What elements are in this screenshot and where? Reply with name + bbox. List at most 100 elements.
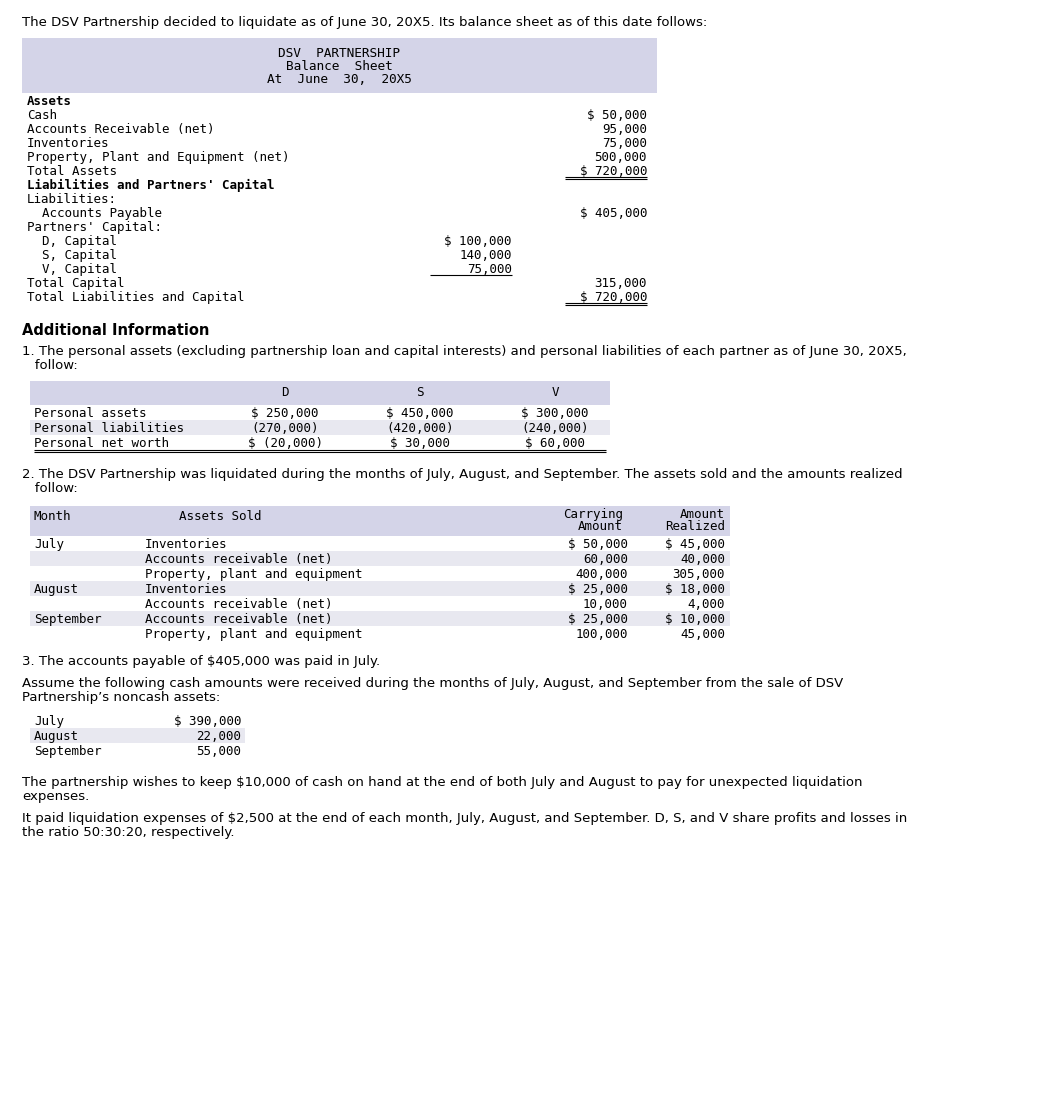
Text: 75,000: 75,000 bbox=[467, 263, 512, 276]
Text: $ 45,000: $ 45,000 bbox=[665, 538, 725, 551]
Text: July: July bbox=[34, 715, 64, 728]
Text: Accounts Receivable (net): Accounts Receivable (net) bbox=[27, 123, 214, 137]
Text: Assume the following cash amounts were received during the months of July, Augus: Assume the following cash amounts were r… bbox=[22, 677, 844, 690]
Text: 95,000: 95,000 bbox=[602, 123, 647, 137]
Text: 75,000: 75,000 bbox=[602, 137, 647, 150]
Text: 2. The DSV Partnership was liquidated during the months of July, August, and Sep: 2. The DSV Partnership was liquidated du… bbox=[22, 468, 903, 481]
Bar bbox=[30, 728, 245, 743]
Text: $ 30,000: $ 30,000 bbox=[390, 437, 450, 450]
Text: DSV  PARTNERSHIP: DSV PARTNERSHIP bbox=[279, 47, 400, 60]
Text: Liabilities:: Liabilities: bbox=[27, 193, 117, 206]
Text: $ 50,000: $ 50,000 bbox=[587, 109, 647, 122]
Text: (240,000): (240,000) bbox=[522, 422, 589, 435]
Text: 400,000: 400,000 bbox=[576, 568, 628, 581]
Text: Accounts receivable (net): Accounts receivable (net) bbox=[145, 598, 333, 611]
Text: 22,000: 22,000 bbox=[196, 730, 241, 743]
Bar bbox=[30, 506, 730, 536]
Text: 60,000: 60,000 bbox=[583, 553, 628, 566]
Text: Additional Information: Additional Information bbox=[22, 323, 209, 339]
Text: S: S bbox=[416, 386, 423, 398]
Text: $ 300,000: $ 300,000 bbox=[522, 407, 589, 420]
Text: $ 60,000: $ 60,000 bbox=[525, 437, 585, 450]
Text: V: V bbox=[551, 386, 559, 398]
Text: V, Capital: V, Capital bbox=[27, 263, 117, 276]
Text: 45,000: 45,000 bbox=[680, 628, 725, 640]
Text: expenses.: expenses. bbox=[22, 790, 90, 803]
Text: Assets Sold: Assets Sold bbox=[178, 509, 261, 523]
Text: $ 720,000: $ 720,000 bbox=[580, 291, 647, 304]
Text: Cash: Cash bbox=[27, 109, 57, 122]
Text: 315,000: 315,000 bbox=[595, 278, 647, 290]
Text: $ 250,000: $ 250,000 bbox=[251, 407, 319, 420]
Text: (270,000): (270,000) bbox=[251, 422, 319, 435]
Bar bbox=[30, 420, 610, 435]
Text: Accounts Payable: Accounts Payable bbox=[27, 206, 162, 220]
Text: 140,000: 140,000 bbox=[459, 249, 512, 262]
Text: August: August bbox=[34, 583, 79, 596]
Text: The partnership wishes to keep $10,000 of cash on hand at the end of both July a: The partnership wishes to keep $10,000 o… bbox=[22, 776, 863, 789]
Text: $ 18,000: $ 18,000 bbox=[665, 583, 725, 596]
Text: Property, plant and equipment: Property, plant and equipment bbox=[145, 568, 362, 581]
Text: the ratio 50:30:20, respectively.: the ratio 50:30:20, respectively. bbox=[22, 826, 234, 839]
Text: D, Capital: D, Capital bbox=[27, 235, 117, 248]
Text: It paid liquidation expenses of $2,500 at the end of each month, July, August, a: It paid liquidation expenses of $2,500 a… bbox=[22, 813, 907, 825]
Text: Assets: Assets bbox=[27, 95, 72, 108]
Text: $ 720,000: $ 720,000 bbox=[580, 165, 647, 178]
Text: follow:: follow: bbox=[22, 482, 78, 495]
Text: September: September bbox=[34, 613, 101, 626]
Bar bbox=[30, 581, 730, 596]
Text: 40,000: 40,000 bbox=[680, 553, 725, 566]
Text: Inventories: Inventories bbox=[145, 583, 227, 596]
Text: 3. The accounts payable of $405,000 was paid in July.: 3. The accounts payable of $405,000 was … bbox=[22, 655, 380, 668]
Text: September: September bbox=[34, 745, 101, 758]
Text: Personal net worth: Personal net worth bbox=[34, 437, 169, 450]
Text: Month: Month bbox=[34, 509, 72, 523]
Text: Amount: Amount bbox=[680, 508, 725, 521]
Text: Carrying: Carrying bbox=[563, 508, 623, 521]
Text: At  June  30,  20X5: At June 30, 20X5 bbox=[267, 73, 412, 85]
Text: Total Liabilities and Capital: Total Liabilities and Capital bbox=[27, 291, 245, 304]
Text: Total Capital: Total Capital bbox=[27, 278, 125, 290]
Text: D: D bbox=[281, 386, 288, 398]
Text: 10,000: 10,000 bbox=[583, 598, 628, 611]
Text: follow:: follow: bbox=[22, 359, 78, 372]
Text: 4,000: 4,000 bbox=[687, 598, 725, 611]
Text: Accounts receivable (net): Accounts receivable (net) bbox=[145, 553, 333, 566]
Text: Inventories: Inventories bbox=[27, 137, 110, 150]
Text: $ (20,000): $ (20,000) bbox=[247, 437, 322, 450]
Text: Partnership’s noncash assets:: Partnership’s noncash assets: bbox=[22, 692, 221, 704]
Text: Total Assets: Total Assets bbox=[27, 165, 117, 178]
Text: 305,000: 305,000 bbox=[673, 568, 725, 581]
Text: S, Capital: S, Capital bbox=[27, 249, 117, 262]
Text: $ 10,000: $ 10,000 bbox=[665, 613, 725, 626]
Text: August: August bbox=[34, 730, 79, 743]
Text: 100,000: 100,000 bbox=[576, 628, 628, 640]
Text: $ 50,000: $ 50,000 bbox=[568, 538, 628, 551]
Text: $ 405,000: $ 405,000 bbox=[580, 206, 647, 220]
Bar bbox=[30, 551, 730, 566]
Text: 55,000: 55,000 bbox=[196, 745, 241, 758]
Text: Property, plant and equipment: Property, plant and equipment bbox=[145, 628, 362, 640]
Text: $ 100,000: $ 100,000 bbox=[445, 235, 512, 248]
Text: Amount: Amount bbox=[578, 519, 623, 533]
Text: Personal liabilities: Personal liabilities bbox=[34, 422, 184, 435]
Text: (420,000): (420,000) bbox=[386, 422, 454, 435]
Text: Personal assets: Personal assets bbox=[34, 407, 147, 420]
Text: $ 450,000: $ 450,000 bbox=[386, 407, 454, 420]
Text: $ 25,000: $ 25,000 bbox=[568, 613, 628, 626]
Text: $ 25,000: $ 25,000 bbox=[568, 583, 628, 596]
Text: Property, Plant and Equipment (net): Property, Plant and Equipment (net) bbox=[27, 151, 289, 164]
Text: July: July bbox=[34, 538, 64, 551]
Text: 500,000: 500,000 bbox=[595, 151, 647, 164]
Bar bbox=[22, 38, 657, 93]
Text: 1. The personal assets (excluding partnership loan and capital interests) and pe: 1. The personal assets (excluding partne… bbox=[22, 345, 907, 359]
Text: The DSV Partnership decided to liquidate as of June 30, 20X5. Its balance sheet : The DSV Partnership decided to liquidate… bbox=[22, 16, 708, 29]
Text: Inventories: Inventories bbox=[145, 538, 227, 551]
Text: Partners' Capital:: Partners' Capital: bbox=[27, 221, 162, 234]
Bar bbox=[30, 381, 610, 405]
Text: Accounts receivable (net): Accounts receivable (net) bbox=[145, 613, 333, 626]
Bar bbox=[30, 610, 730, 626]
Text: Liabilities and Partners' Capital: Liabilities and Partners' Capital bbox=[27, 179, 275, 192]
Text: $ 390,000: $ 390,000 bbox=[173, 715, 241, 728]
Text: Balance  Sheet: Balance Sheet bbox=[286, 60, 393, 73]
